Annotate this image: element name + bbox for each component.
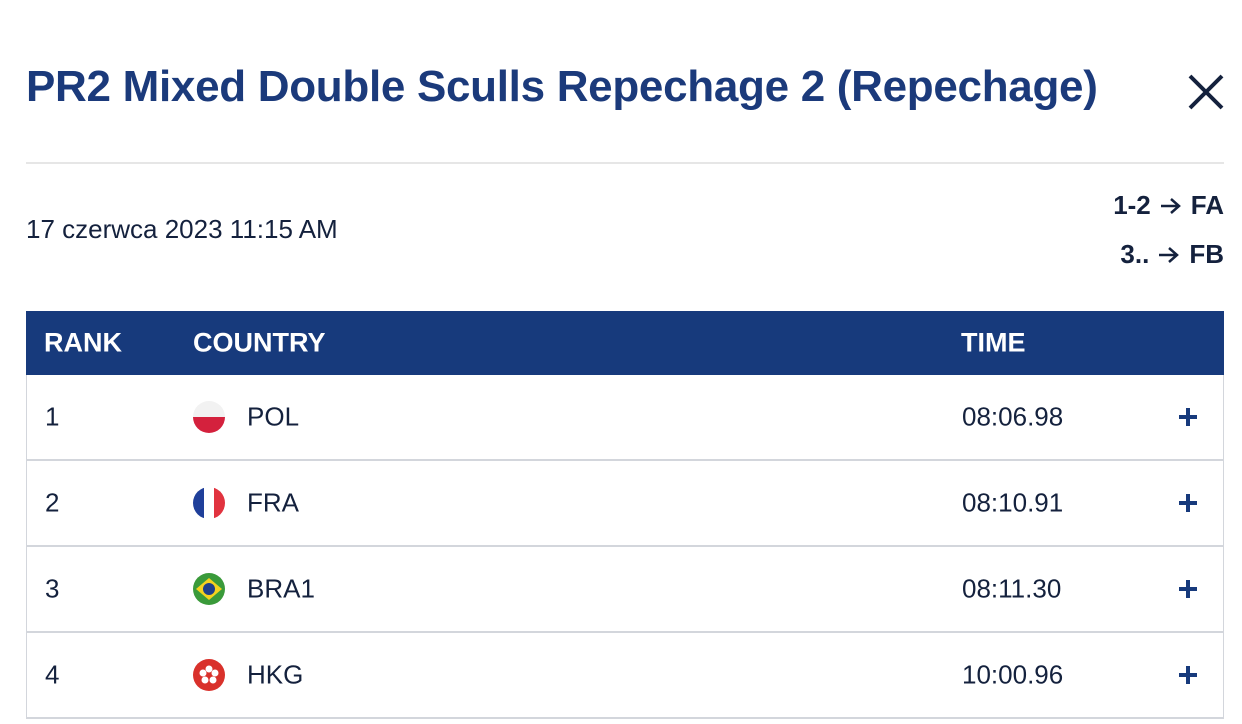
title: PR2 Mixed Double Sculls Repechage 2 (Rep…	[26, 62, 1098, 111]
time: 08:11.30	[962, 573, 1062, 604]
ranks: 1-2	[1113, 190, 1151, 220]
time: 08:06.98	[962, 401, 1064, 432]
flag	[193, 659, 225, 691]
time: 08:10.91	[962, 487, 1064, 518]
rank: 3	[45, 573, 60, 604]
column-header: COUNTRY	[193, 327, 326, 358]
country: FRA	[247, 487, 299, 518]
column-header: RANK	[44, 327, 122, 358]
expand-button[interactable]	[1177, 406, 1199, 428]
flag	[193, 573, 225, 605]
country: POL	[247, 401, 300, 432]
country: HKG	[247, 659, 304, 690]
final: FA	[1190, 190, 1224, 220]
progression: 1-2 FA	[1113, 190, 1224, 221]
rank: 1	[45, 401, 60, 432]
table-row[interactable]: 3 BRA1 08:11.30	[26, 547, 1224, 633]
rank: 2	[45, 487, 60, 518]
table-row[interactable]: 4 HKG 10:00.96	[26, 633, 1224, 719]
expand-button[interactable]	[1177, 492, 1199, 514]
time: 10:00.96	[962, 659, 1064, 690]
race-date: 17 czerwca 2023 11:15 AM	[26, 214, 338, 244]
final: FB	[1189, 239, 1224, 269]
column-header: TIME	[961, 327, 1026, 358]
ranks: 3..	[1120, 239, 1150, 269]
flag	[193, 401, 225, 433]
progression: 3.. FB	[1120, 239, 1224, 270]
results-table: RANK COUNTRY TIME 1 POL 08:06.98 2 FRA 0…	[26, 311, 1224, 719]
expand-button[interactable]	[1177, 664, 1199, 686]
arrow	[1159, 246, 1180, 263]
table-header: RANK COUNTRY TIME	[26, 311, 1224, 375]
rank: 4	[45, 659, 60, 690]
country: BRA1	[247, 573, 315, 604]
flag	[193, 487, 225, 519]
divider	[26, 162, 1224, 164]
close-button[interactable]	[1186, 72, 1226, 112]
table-row[interactable]: 1 POL 08:06.98	[26, 375, 1224, 461]
arrow	[1160, 197, 1181, 214]
table-row[interactable]: 2 FRA 08:10.91	[26, 461, 1224, 547]
expand-button[interactable]	[1177, 578, 1199, 600]
